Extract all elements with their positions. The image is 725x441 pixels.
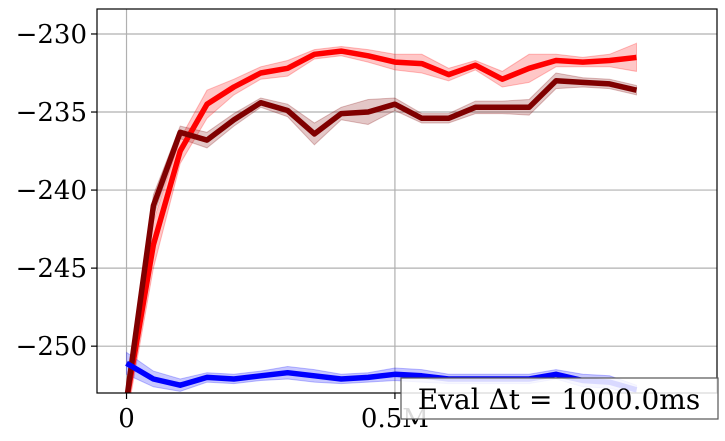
legend-box: Eval Δt = 1000.0ms xyxy=(400,377,719,420)
series-0-band xyxy=(126,42,637,393)
series-lines xyxy=(124,48,638,393)
series-2-line xyxy=(125,360,638,393)
legend-frame xyxy=(400,377,719,420)
series-1-line xyxy=(124,78,638,393)
series-0-line xyxy=(125,48,637,393)
y-tick-label: −230 xyxy=(16,20,87,50)
x-tick-label: 0 xyxy=(118,404,135,434)
series-1-band xyxy=(126,72,637,393)
y-tick-label: −235 xyxy=(16,98,87,128)
plot-background xyxy=(97,9,717,393)
y-tick-label: −250 xyxy=(16,332,87,362)
legend-text: Eval Δt = 1000.0ms xyxy=(418,383,700,416)
y-tick-label: −240 xyxy=(16,176,87,206)
y-tick-label: −245 xyxy=(16,254,87,284)
